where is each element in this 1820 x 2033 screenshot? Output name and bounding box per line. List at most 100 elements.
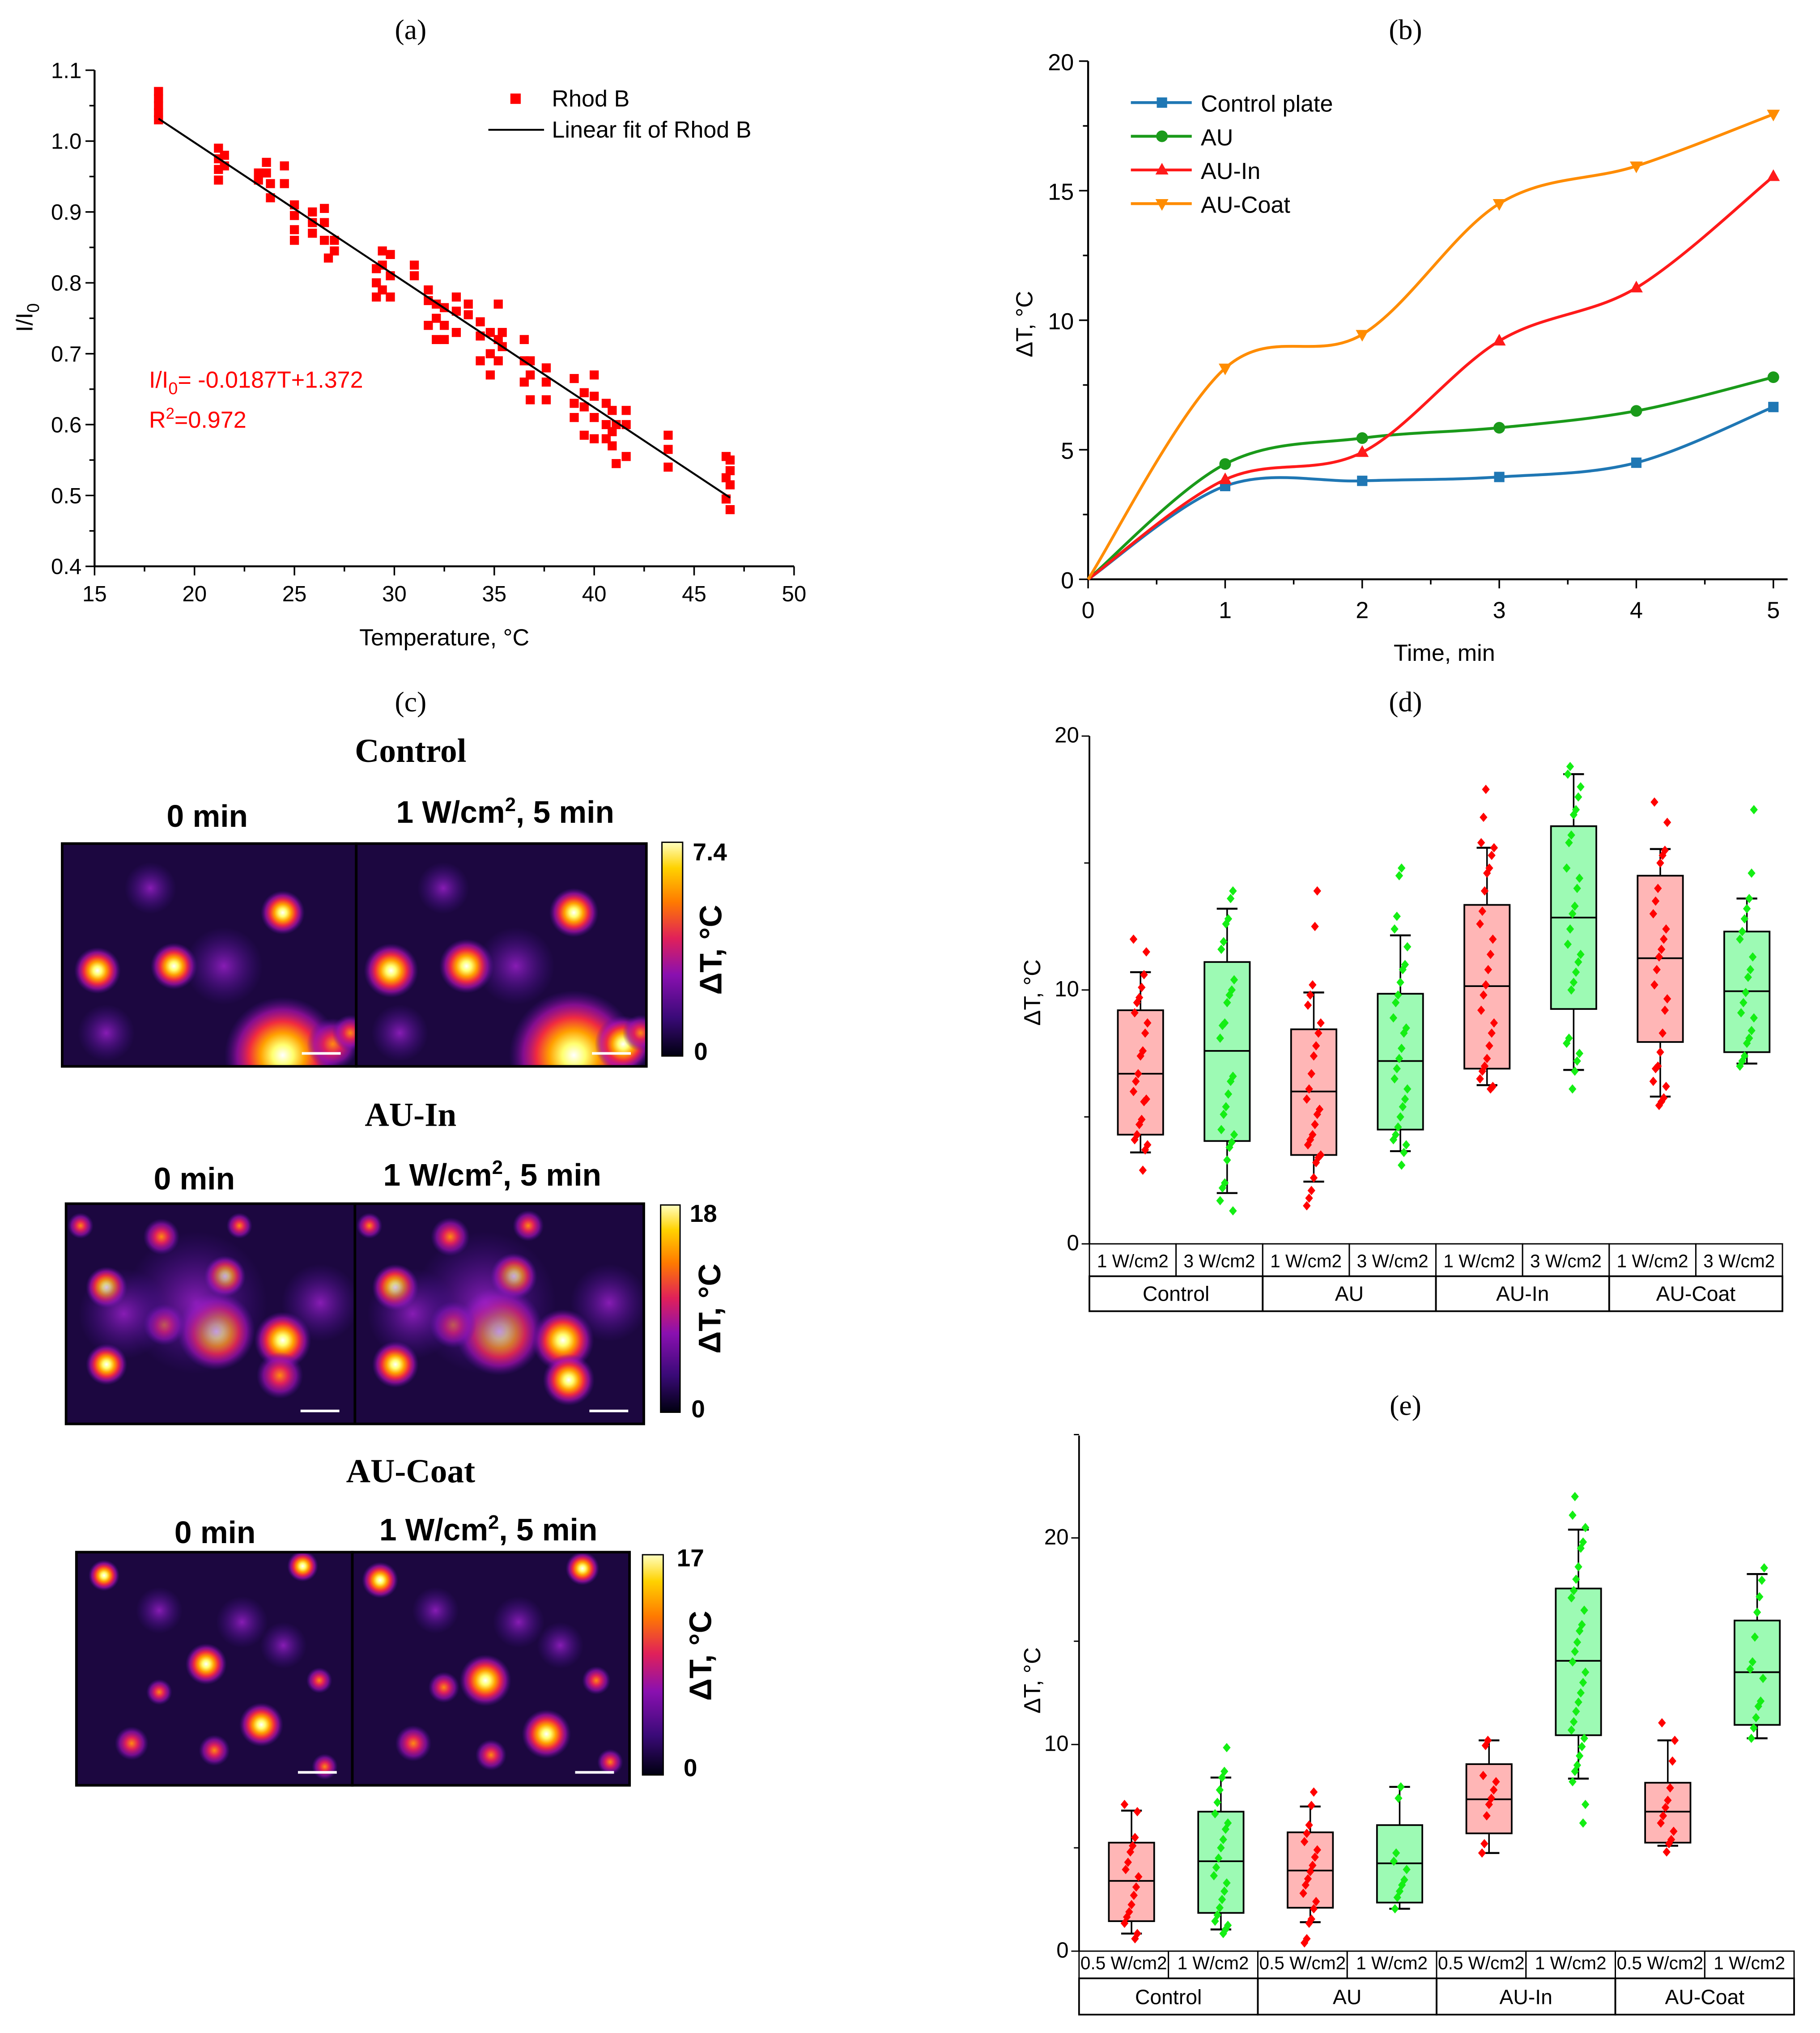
data-point — [608, 406, 617, 415]
data-point — [451, 327, 461, 337]
data-point — [1631, 457, 1642, 468]
data-point — [1476, 919, 1484, 929]
legend-label: AU — [1201, 125, 1233, 151]
y-tick-label: 1.0 — [51, 129, 81, 154]
data-point — [1740, 914, 1749, 924]
data-point — [1494, 472, 1505, 482]
data-point — [432, 314, 441, 323]
data-point — [1663, 994, 1671, 1004]
hot-spot — [367, 1268, 458, 1359]
x-tick-label: 0 — [1082, 598, 1095, 624]
y-tick-label: 0.9 — [51, 200, 81, 225]
data-point — [721, 473, 731, 482]
thermal-row-title: Control — [355, 732, 467, 770]
data-point — [1393, 911, 1401, 921]
data-point — [154, 101, 163, 111]
hot-spot — [115, 1726, 149, 1761]
hot-spot — [88, 1560, 120, 1591]
data-point — [1126, 1847, 1135, 1857]
hot-spot — [256, 1352, 303, 1399]
panel-label-d: (d) — [1389, 686, 1422, 718]
panel-label-e: (e) — [1390, 1389, 1421, 1421]
data-point — [1397, 863, 1406, 873]
box — [1644, 1782, 1692, 1844]
data-point — [1401, 1094, 1409, 1104]
data-point — [1217, 944, 1225, 954]
y-tick-label: 0.8 — [51, 271, 81, 296]
hot-spot — [185, 927, 263, 1005]
data-point — [1750, 805, 1758, 815]
data-point — [1402, 1140, 1410, 1150]
chart-d: ΔT, °C 0 10 20 1 W/cm2 3 W/cm2 1 W/cm2 3 W/cm2… — [1020, 723, 1783, 1312]
data-point — [1482, 784, 1490, 794]
data-point — [1220, 1886, 1229, 1896]
data-point — [451, 292, 461, 302]
data-point — [1129, 934, 1138, 944]
x-tick-label: 45 — [682, 582, 706, 606]
data-point — [1210, 1871, 1218, 1880]
data-point — [1657, 1097, 1666, 1106]
data-point — [1739, 998, 1748, 1008]
data-point — [1211, 1916, 1219, 1926]
box-category-label: 0.5 W/cm2 — [1080, 1953, 1167, 1973]
data-point — [621, 452, 631, 461]
data-point — [1306, 1867, 1314, 1876]
data-point — [1574, 1697, 1582, 1707]
box-category-label: 1 W/cm2 — [1617, 1250, 1688, 1271]
data-point — [1744, 972, 1752, 982]
data-point — [1579, 1678, 1587, 1688]
y-tick-label: 0.6 — [51, 413, 81, 437]
colorbar-max-label: 7.4 — [693, 838, 727, 866]
data-point — [319, 235, 329, 245]
data-point — [372, 292, 381, 302]
fit-equation: I/I0= -0.0187T+1.372 — [149, 367, 363, 397]
data-point — [1391, 1074, 1399, 1084]
data-point — [1356, 330, 1369, 342]
data-point — [1220, 937, 1228, 947]
data-point — [1389, 1013, 1398, 1023]
data-point — [1571, 901, 1579, 911]
data-point — [1569, 1586, 1578, 1595]
data-point — [1572, 967, 1580, 977]
group-label: AU-In — [1500, 1986, 1552, 2009]
data-point — [1756, 1592, 1764, 1602]
data-point — [1575, 1049, 1584, 1058]
hot-spot — [260, 890, 305, 935]
y-tick-label: 0 — [1067, 1231, 1079, 1255]
x-tick-label: 5 — [1767, 598, 1780, 624]
group-label: AU-Coat — [1665, 1986, 1745, 2009]
data-point — [590, 413, 599, 422]
data-point — [1578, 1620, 1586, 1629]
data-point — [1307, 1186, 1315, 1195]
data-point — [1220, 1766, 1229, 1776]
data-point — [1569, 1084, 1577, 1094]
data-point — [220, 150, 229, 160]
data-point — [1655, 1101, 1663, 1110]
data-point — [612, 420, 621, 430]
data-point — [1577, 782, 1585, 792]
legend: Rhod B Linear fit of Rhod B — [488, 86, 752, 143]
data-point — [1572, 1706, 1580, 1716]
data-point — [280, 179, 289, 188]
data-point — [1750, 1723, 1758, 1733]
data-point — [1658, 1718, 1666, 1728]
data-point — [1748, 952, 1757, 962]
data-point — [1658, 851, 1667, 860]
data-point — [266, 179, 275, 188]
data-point — [1571, 1766, 1579, 1776]
data-point — [1480, 886, 1489, 896]
data-point — [1218, 1773, 1226, 1782]
y-tick-label: 20 — [1048, 50, 1074, 76]
y-tick-label: 5 — [1061, 438, 1074, 464]
data-point — [1130, 1890, 1138, 1900]
data-point — [1565, 1034, 1573, 1043]
data-point — [378, 246, 387, 256]
data-point — [1357, 476, 1368, 486]
data-point — [1665, 1839, 1673, 1849]
thermal-image-after — [352, 1552, 630, 1786]
data-point — [570, 399, 579, 408]
data-point — [1489, 934, 1497, 944]
box-category-label: 1 W/cm2 — [1714, 1953, 1785, 1973]
data-point — [1229, 886, 1237, 896]
table-group-cell — [1614, 1977, 1795, 2016]
